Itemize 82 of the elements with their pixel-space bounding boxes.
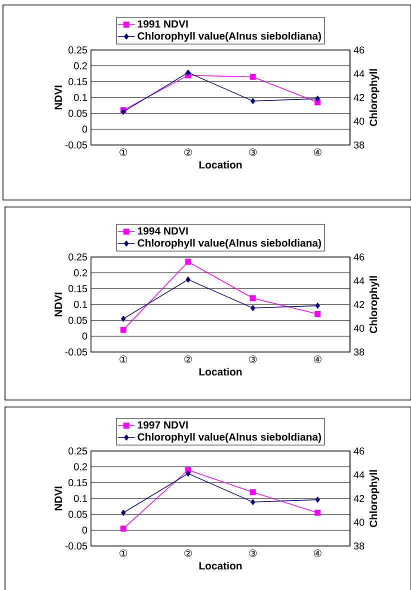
y-tick-label: 0.2 [74, 269, 87, 276]
legend-label: 1994 NDVI [138, 227, 188, 235]
y-tick-label: 0.1 [74, 494, 87, 502]
x-tick-label: ④ [314, 148, 322, 156]
x-axis-title: Location [199, 160, 242, 168]
y-tick-label: 0.25 [68, 46, 88, 54]
x-tick-label: ③ [249, 550, 257, 557]
legend-label: 1991 NDVI [138, 20, 188, 28]
y-tick-label: -0.05 [65, 542, 88, 550]
y2-tick-label: 46 [354, 46, 364, 54]
point [121, 316, 126, 322]
y-tick-label: 0.15 [68, 78, 88, 86]
point [315, 302, 320, 309]
point [186, 276, 190, 283]
legend-label: Chlorophyll value(Alnus sieboldiana) [138, 32, 322, 42]
legend-label: Chlorophyll value(Alnus sieboldiana) [138, 238, 322, 249]
x-tick-label: ① [120, 550, 128, 557]
x-tick-label: ③ [249, 148, 257, 156]
point [250, 295, 256, 302]
x-tick-label: ① [120, 356, 128, 363]
y2-tick-label: 42 [354, 94, 364, 101]
x-axis-title: Location [199, 368, 242, 376]
point [186, 70, 190, 76]
y-tick-label: -0.05 [65, 348, 88, 356]
x-tick-label: ③ [249, 356, 257, 363]
y-tick-label: 0.2 [74, 463, 87, 470]
point [121, 510, 126, 516]
point [120, 326, 126, 333]
y2-tick-label: 42 [354, 495, 364, 502]
point [185, 258, 192, 265]
y2-tick-label: 38 [354, 141, 364, 149]
point [120, 526, 126, 532]
y2-axis-title: Chlorophyll [369, 470, 380, 528]
y2-axis-title: Chlorophyll [369, 69, 380, 126]
y2-tick-label: 46 [354, 447, 364, 455]
x-tick-label: ④ [314, 356, 322, 363]
y-tick-label: -0.05 [65, 141, 88, 149]
y2-tick-label: 40 [354, 324, 364, 332]
x-tick-label: ④ [314, 550, 322, 557]
x-tick-label: ② [184, 148, 192, 156]
y-tick-label: 0.15 [68, 285, 88, 292]
legend-label: Chlorophyll value(Alnus sieboldiana) [138, 432, 322, 443]
point [186, 470, 190, 477]
y-tick-label: 0 [82, 332, 88, 340]
y-tick-label: 0 [82, 526, 88, 534]
y-tick-label: 0.1 [74, 300, 87, 308]
y2-tick-label: 42 [354, 301, 364, 308]
y-tick-label: 0.25 [68, 447, 88, 455]
y2-tick-label: 44 [354, 70, 364, 78]
y-tick-label: 0.15 [68, 479, 88, 486]
y-axis-title: NDVI [54, 486, 62, 510]
y2-tick-label: 38 [354, 542, 364, 550]
point [250, 305, 256, 312]
point [250, 499, 256, 506]
point [314, 510, 321, 516]
point [315, 96, 320, 102]
y-tick-label: 0.25 [68, 253, 88, 261]
y-tick-label: 0 [82, 126, 88, 133]
y2-axis-title: Chlorophyll [369, 276, 380, 334]
point [250, 74, 256, 80]
y2-tick-label: 44 [354, 471, 364, 478]
x-tick-label: ② [184, 550, 192, 557]
y-tick-label: 0.2 [74, 62, 87, 70]
legend-label: 1997 NDVI [138, 421, 188, 429]
y2-tick-label: 40 [354, 118, 364, 125]
y2-tick-label: 40 [354, 518, 364, 526]
y2-tick-label: 38 [354, 348, 364, 356]
y-axis-title: NDVI [54, 86, 62, 110]
x-axis-title: Location [199, 562, 242, 570]
point [250, 489, 256, 496]
y-tick-label: 0.05 [68, 316, 88, 324]
y-tick-label: 0.05 [68, 510, 88, 518]
x-tick-label: ② [184, 356, 192, 363]
point [315, 496, 320, 503]
y-tick-label: 0.05 [68, 110, 88, 117]
y-tick-label: 0.1 [74, 94, 87, 102]
x-tick-label: ① [120, 148, 128, 156]
y-axis-title: NDVI [54, 292, 62, 316]
point [250, 98, 256, 104]
point [314, 311, 321, 317]
y2-tick-label: 46 [354, 253, 364, 261]
y2-tick-label: 44 [354, 277, 364, 284]
